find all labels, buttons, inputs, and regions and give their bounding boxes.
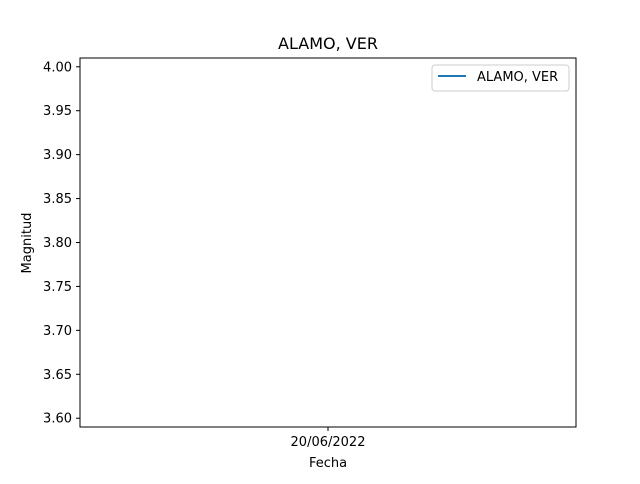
y-tick-label: 3.90: [43, 148, 72, 163]
y-tick-label: 3.95: [43, 104, 72, 119]
y-tick-label: 4.00: [43, 60, 72, 75]
chart-title: ALAMO, VER: [278, 34, 378, 53]
legend-label-alamo-ver: ALAMO, VER: [477, 70, 558, 85]
y-tick-label: 3.75: [43, 280, 72, 295]
y-tick-label: 3.80: [43, 236, 72, 251]
y-tick-label: 3.70: [43, 324, 72, 339]
y-tick-label: 3.60: [43, 412, 72, 427]
legend: ALAMO, VER: [431, 64, 570, 92]
y-tick-label: 3.85: [43, 192, 72, 207]
legend-box: [431, 64, 570, 92]
x-axis-ticks: 20/06/2022: [291, 427, 366, 450]
y-tick-label: 3.65: [43, 368, 72, 383]
plot-area: [79, 57, 577, 428]
y-axis-label: Magnitud: [20, 213, 35, 274]
x-axis-label: Fecha: [309, 456, 347, 471]
x-tick-label: 20/06/2022: [291, 435, 366, 450]
y-axis-ticks: 3.60 3.65 3.70 3.75 3.80 3.85 3.90 3.95 4.00: [43, 60, 80, 427]
